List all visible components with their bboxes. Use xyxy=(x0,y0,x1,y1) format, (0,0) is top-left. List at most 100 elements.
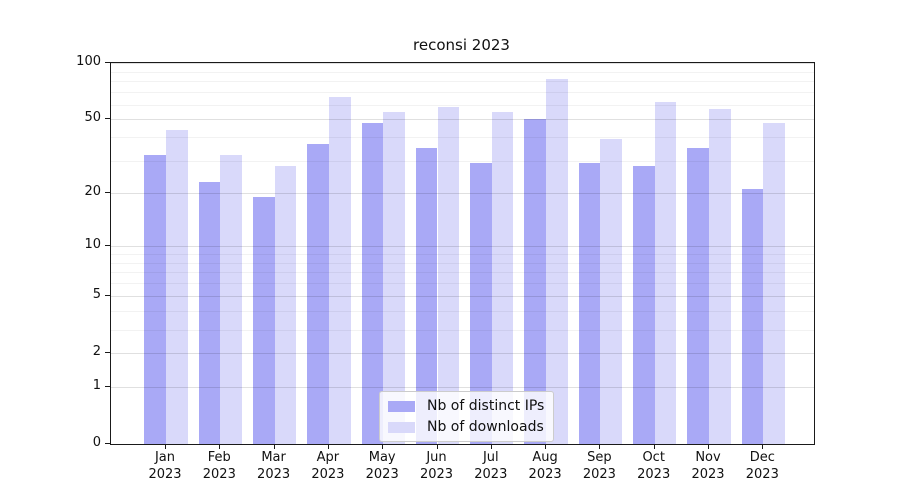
y-tick-label: 0 xyxy=(92,435,101,450)
x-tick-month: Oct xyxy=(642,450,665,465)
grid-line-minor xyxy=(111,329,814,331)
grid-line-major xyxy=(111,386,814,388)
grid-line-major xyxy=(111,246,814,248)
y-tick-label: 5 xyxy=(92,287,101,303)
bar-distinct-ips xyxy=(633,166,655,444)
grid-line-minor xyxy=(111,283,814,285)
y-tick-mark xyxy=(105,352,110,354)
bar-distinct-ips xyxy=(252,196,275,444)
x-tick-label: May 2023 xyxy=(352,449,412,483)
x-tick-year: 2023 xyxy=(202,467,236,482)
y-tick-mark xyxy=(105,245,110,247)
grid-line-minor xyxy=(111,253,814,255)
legend-item: Nb of downloads xyxy=(388,419,544,435)
y-tick-mark xyxy=(105,191,110,193)
bar-downloads xyxy=(654,101,677,444)
x-tick-mark xyxy=(273,444,275,449)
bar-distinct-ips xyxy=(578,163,601,444)
bar-downloads xyxy=(437,107,460,444)
grid-line-minor xyxy=(111,160,814,162)
bar-downloads xyxy=(546,79,568,444)
x-tick-year: 2023 xyxy=(582,467,616,482)
grid-line-major xyxy=(111,192,814,194)
x-tick-label: Nov 2023 xyxy=(678,449,738,483)
bar-distinct-ips xyxy=(524,119,547,444)
bar-distinct-ips xyxy=(361,122,384,444)
x-tick-label: Sep 2023 xyxy=(569,449,629,483)
x-tick-month: Jul xyxy=(482,450,499,465)
plot-area xyxy=(110,62,815,445)
x-tick-month: Apr xyxy=(316,450,340,465)
x-tick-mark xyxy=(490,444,492,449)
bar-distinct-ips xyxy=(415,148,438,444)
x-tick-label: Oct 2023 xyxy=(624,449,684,483)
grid-line-minor xyxy=(111,71,814,73)
y-tick-label: 2 xyxy=(92,344,101,360)
bar-downloads xyxy=(763,122,785,444)
grid-line-minor xyxy=(111,262,814,264)
x-tick-year: 2023 xyxy=(745,467,779,482)
grid-line-major xyxy=(111,119,814,121)
x-tick-mark xyxy=(708,444,709,449)
x-tick-label: Jan 2023 xyxy=(135,449,195,483)
bar-distinct-ips xyxy=(144,155,166,444)
x-tick-year: 2023 xyxy=(419,467,454,482)
x-tick-mark xyxy=(219,444,221,449)
x-tick-year: 2023 xyxy=(148,467,182,482)
grid-line-minor xyxy=(111,137,814,139)
y-tick-mark xyxy=(105,118,110,120)
bar-distinct-ips xyxy=(470,163,492,444)
grid-line-minor xyxy=(111,92,814,94)
x-tick-mark xyxy=(165,444,166,449)
y-tick-mark xyxy=(105,62,110,63)
legend: Nb of distinct IPs Nb of downloads xyxy=(379,391,555,442)
grid-line-major xyxy=(111,63,814,64)
legend-label: Nb of distinct IPs xyxy=(427,398,545,414)
x-tick-month: Jun xyxy=(426,450,447,465)
x-tick-year: 2023 xyxy=(637,467,671,482)
x-tick-label: Dec 2023 xyxy=(732,449,792,483)
x-tick-label: Apr 2023 xyxy=(298,449,358,483)
x-tick-mark xyxy=(545,444,547,449)
y-tick-label: 50 xyxy=(84,110,101,126)
x-tick-month: Jan xyxy=(154,450,176,465)
bar-downloads xyxy=(220,155,242,444)
bar-distinct-ips xyxy=(307,143,329,444)
bar-downloads xyxy=(274,166,297,444)
y-tick-mark xyxy=(105,385,110,387)
grid-line-major xyxy=(111,353,814,355)
x-tick-month: Dec xyxy=(749,450,775,465)
bar-distinct-ips xyxy=(687,148,709,444)
x-tick-month: Feb xyxy=(207,450,231,465)
x-tick-month: May xyxy=(368,450,396,465)
x-tick-label: Feb 2023 xyxy=(189,449,249,483)
x-tick-month: Aug xyxy=(532,450,558,465)
bar-downloads xyxy=(383,111,405,444)
grid-line-minor xyxy=(111,272,814,274)
x-tick-mark xyxy=(327,444,329,449)
x-tick-mark xyxy=(436,444,438,449)
y-tick-mark xyxy=(105,443,110,444)
bar-downloads xyxy=(328,96,351,444)
bar-downloads xyxy=(709,108,731,444)
x-tick-label: Mar 2023 xyxy=(244,449,304,483)
x-tick-year: 2023 xyxy=(528,467,562,482)
bar-distinct-ips xyxy=(198,181,221,444)
x-tick-mark xyxy=(382,444,384,449)
grid-line-minor xyxy=(111,311,814,313)
y-tick-label: 20 xyxy=(84,183,101,199)
grid-line-minor xyxy=(111,81,814,83)
x-tick-label: Jul 2023 xyxy=(461,449,521,483)
x-tick-month: Mar xyxy=(261,450,286,465)
x-tick-mark xyxy=(653,444,655,449)
x-tick-label: Jun 2023 xyxy=(407,449,467,483)
x-tick-mark xyxy=(762,444,764,449)
bar-downloads xyxy=(491,111,514,444)
bar-downloads xyxy=(166,129,188,444)
y-tick-label: 1 xyxy=(92,377,101,393)
y-tick-label: 100 xyxy=(76,54,101,69)
x-tick-year: 2023 xyxy=(691,467,725,482)
legend-item: Nb of distinct IPs xyxy=(388,398,544,414)
bar-distinct-ips xyxy=(741,188,764,444)
